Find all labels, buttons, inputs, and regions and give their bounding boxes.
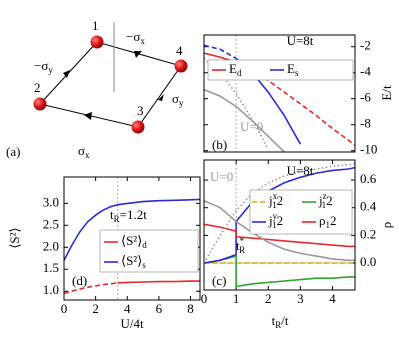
series-line [204, 166, 355, 264]
series-line [204, 88, 285, 152]
plot-frame [203, 159, 356, 291]
y-tick-label: -2 [360, 38, 371, 53]
plaquette [39, 41, 182, 128]
edge-label: σy [172, 91, 184, 108]
x-tick-label: 0 [201, 291, 208, 306]
y-tick-label: 3.0 [43, 194, 59, 209]
series-line [117, 280, 200, 284]
site [90, 35, 104, 49]
y-tick-label: 1.5 [43, 260, 59, 275]
legend-label: ⟨S²⟩d [121, 233, 147, 250]
legend-label: ⟨S²⟩s [121, 253, 146, 270]
panel: -2 -4 -6 -8 -10 Ed Es U=8t U=0 (b) E/t [203, 33, 394, 157]
series-line [204, 44, 237, 60]
x-tick-label: 0 [61, 301, 68, 316]
x-tick-label: 6 [156, 301, 163, 316]
legend-label: Ed [229, 61, 242, 78]
y-tick-label: 0.2 [360, 226, 376, 241]
y-tick-label: -8 [360, 116, 371, 131]
series-line [204, 162, 355, 264]
edge-label: −σy [34, 58, 53, 75]
annotation: t* R [236, 236, 245, 255]
annotation: U=0 [240, 119, 263, 134]
panel-label: (a) [6, 144, 20, 159]
series-line [204, 223, 355, 248]
y-tick-label: -10 [360, 142, 377, 157]
series-line [64, 282, 118, 295]
legend-label: jx 12 [268, 191, 283, 210]
x-tick-label: 1 [233, 291, 240, 306]
y-tick-label: 2.5 [43, 216, 59, 231]
x-tick-label: 2 [265, 291, 272, 306]
edge-arrow [84, 112, 92, 120]
x-axis-title: U/4t [120, 316, 144, 331]
node-label: 3 [137, 103, 144, 118]
panel: 0.0 0.2 0.4 0.6 0 1 2 3 4 jx 12 jz 12 jy 12 ρ12 U=8t U=0 t… [201, 159, 394, 330]
annotation: U=8t [287, 33, 314, 48]
edge-arrow [158, 94, 164, 101]
annotation: U=0 [210, 169, 233, 184]
legend-label: jz 12 [318, 191, 333, 210]
diagram: 1 4 3 2 −σx σy σx −σy (a) [6, 18, 188, 160]
y-tick-label: -4 [360, 64, 371, 79]
y-tick-label: 0.6 [360, 171, 377, 186]
annotation: U=8t [287, 163, 314, 178]
x-tick-label: 2 [92, 301, 99, 316]
node-label: 2 [34, 80, 41, 95]
y-tick-label: 0.4 [360, 199, 377, 214]
panel: 1.0 1.5 2.0 2.5 3.0 0 2 4 6 8 ⟨S²⟩d ⟨S²⟩s tR=1.2t (d)… [7, 176, 201, 331]
x-tick-label: 4 [124, 301, 131, 316]
edge-arrow [63, 70, 70, 78]
legend-label: jy 12 [268, 211, 283, 230]
plot-frame [203, 34, 356, 153]
edge-label: σx [78, 143, 90, 160]
edge-arrow [134, 51, 142, 58]
plot-frame [63, 176, 201, 301]
x-tick-label: 3 [297, 291, 304, 306]
y-tick-label: 1.0 [43, 282, 59, 297]
x-tick-label: 8 [187, 301, 194, 316]
x-axis-title: tR/t [272, 313, 289, 330]
site [174, 59, 188, 73]
panel-label: (b) [212, 137, 227, 152]
panel-label: (c) [212, 273, 226, 288]
series-line [64, 198, 200, 261]
y-tick-label: 2.0 [43, 238, 59, 253]
legend-box [99, 229, 199, 273]
y-axis-title: E/t [379, 85, 394, 101]
panel-label: (d) [72, 273, 87, 288]
legend-box [249, 189, 353, 235]
legend-label: Es [287, 61, 299, 78]
y-axis-title: ⟨S²⟩ [7, 227, 22, 248]
legend-label: ρ12 [319, 213, 337, 230]
y-tick-label: 0.0 [360, 254, 376, 269]
site [131, 120, 145, 134]
node-label: 4 [176, 43, 183, 58]
edge-label: −σx [126, 29, 145, 46]
series-line [204, 255, 355, 288]
series-line [204, 200, 355, 262]
x-tick-label: 4 [329, 291, 336, 306]
y-axis-title: ρ [379, 222, 394, 229]
y-tick-label: -6 [360, 90, 371, 105]
annotation: tR=1.2t [110, 207, 147, 224]
node-label: 1 [92, 18, 99, 33]
site [33, 97, 47, 111]
